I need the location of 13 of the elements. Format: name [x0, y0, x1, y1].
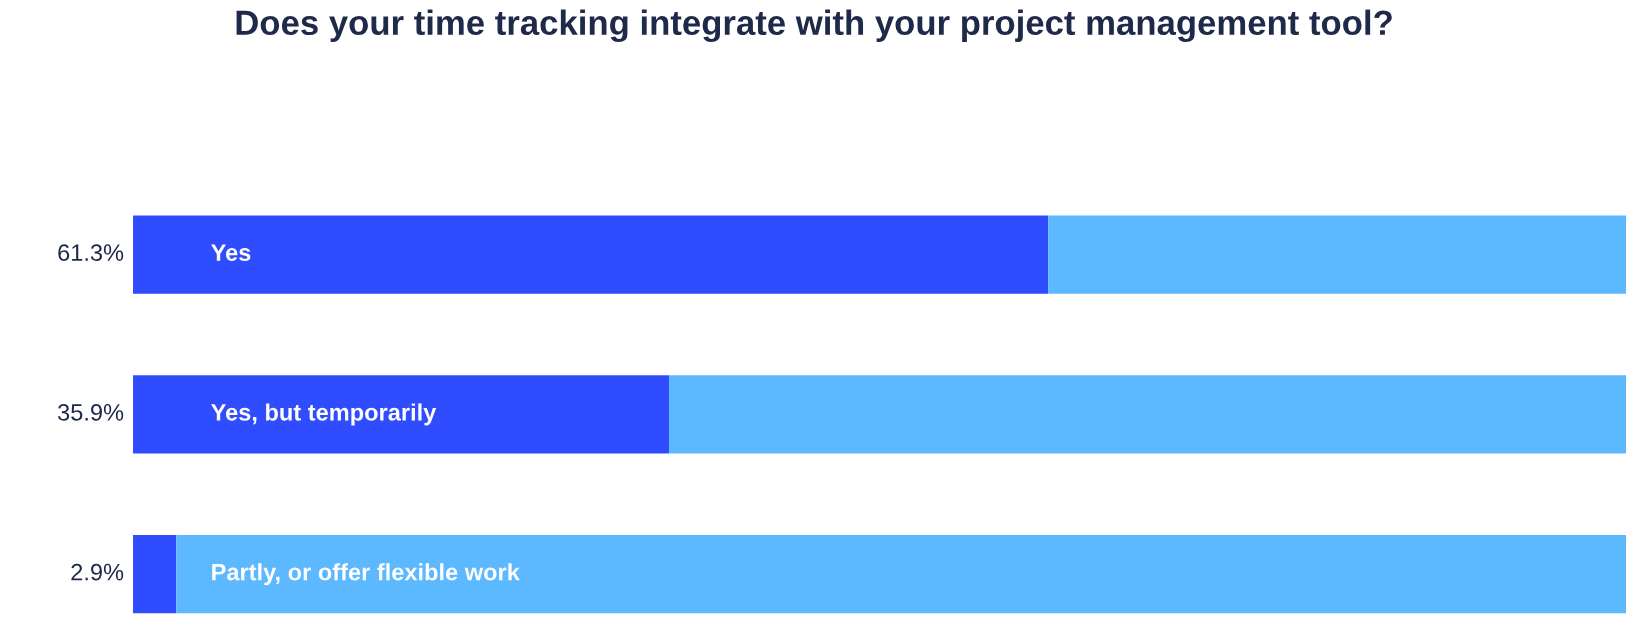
bar — [176, 535, 1626, 614]
data-label: 61.3% — [58, 244, 124, 261]
chart-title: Does your time tracking integrate with your project management tool? — [236, 9, 1392, 43]
data-label: 2.9% — [71, 563, 124, 581]
y-tick-label: Yes, but temporarily — [211, 403, 437, 426]
bar — [668, 375, 1626, 454]
y-tick-label: Partly, or offer flexible work — [212, 563, 520, 586]
bar — [133, 215, 1049, 294]
data-label: 35.9% — [58, 404, 124, 421]
bar — [1048, 215, 1626, 294]
bar — [133, 375, 669, 454]
bar — [133, 535, 177, 614]
y-tick-label: Yes — [211, 244, 251, 261]
